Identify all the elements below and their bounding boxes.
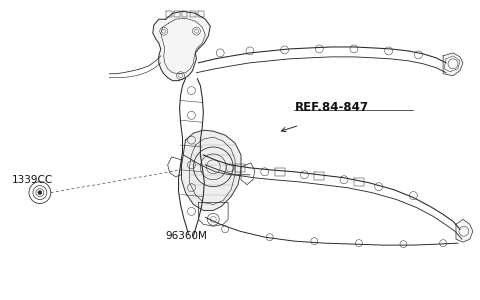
Polygon shape (181, 130, 241, 210)
Polygon shape (456, 219, 473, 242)
Polygon shape (443, 53, 463, 76)
Circle shape (29, 182, 51, 203)
Text: REF.84-847: REF.84-847 (295, 101, 369, 114)
Text: 96360M: 96360M (166, 231, 207, 241)
Circle shape (38, 190, 42, 195)
Polygon shape (153, 11, 210, 81)
Text: 1339CC: 1339CC (12, 175, 53, 185)
